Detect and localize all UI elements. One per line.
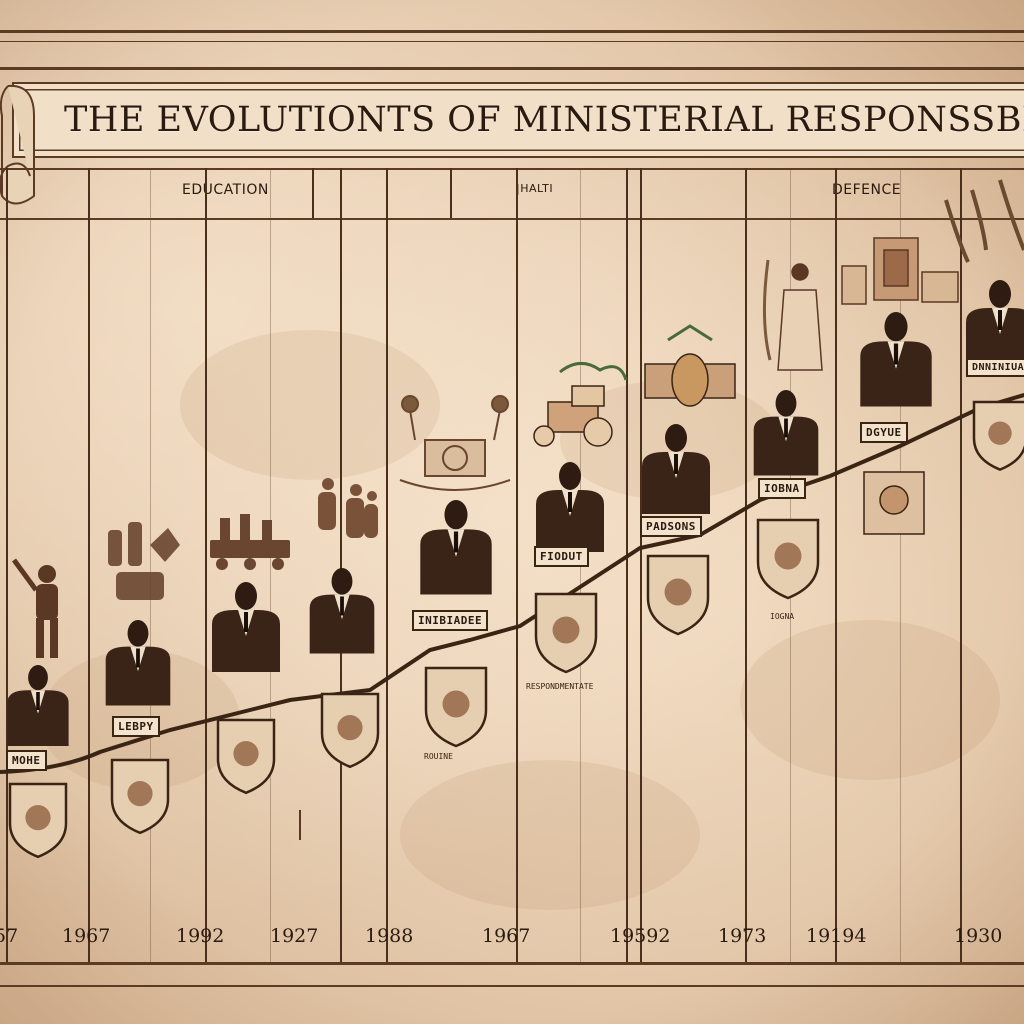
year-label: 19592 — [610, 925, 671, 947]
paper-stain — [740, 620, 1000, 780]
minister-figure-icon — [753, 390, 819, 476]
minister-label: DNNINIUA — [966, 358, 1024, 377]
artifacts-icon — [841, 179, 1024, 305]
timeline-gridline — [900, 168, 901, 962]
tractor-icon — [533, 362, 628, 447]
robed-figure-icon — [762, 259, 823, 371]
category-education: EDUCATION — [182, 182, 269, 198]
emblem-caption: IOGNA — [770, 612, 795, 621]
timeline-divider — [450, 168, 452, 218]
timeline-divider — [835, 168, 837, 962]
timeline-divider — [745, 168, 747, 962]
timeline-divider — [88, 168, 90, 962]
scroll-curl-icon — [0, 84, 35, 205]
minister-figure-icon — [309, 568, 375, 654]
title-banner: THE EVOLUTIONTS OF MINISTERIAL RESPONSSB… — [12, 82, 1024, 158]
minister-figure-icon — [860, 312, 932, 407]
shield-emblem-icon — [424, 666, 488, 748]
minister-figure-icon — [7, 665, 69, 746]
year-label: 1973 — [718, 925, 767, 947]
minister-figure-icon — [966, 280, 1024, 370]
year-label: 1967 — [62, 925, 111, 947]
child-figure-icon — [11, 558, 58, 658]
crest-icon — [644, 324, 736, 407]
emblem-caption: ROUINE — [424, 752, 453, 761]
year-label: 1927 — [270, 925, 319, 947]
year-label: 57 — [0, 925, 19, 947]
top-border — [0, 30, 1024, 70]
coat-of-arms-icon — [399, 395, 511, 491]
year-label: 1988 — [365, 925, 414, 947]
category-health: |HALTI — [516, 182, 554, 195]
emblem-caption: RESPONDMENTATE — [526, 682, 594, 691]
minister-label: MOHE — [6, 750, 47, 771]
minister-figure-icon — [212, 582, 280, 672]
shield-emblem-icon — [534, 592, 598, 674]
minister-label: IOBNA — [758, 478, 806, 499]
timeline-divider — [340, 168, 342, 962]
minister-label: DGYUE — [860, 422, 908, 443]
page-title: THE EVOLUTIONTS OF MINISTERIAL RESPONSSB… — [64, 100, 1024, 140]
shield-emblem-icon — [8, 782, 68, 859]
timeline-divider — [516, 168, 518, 962]
shield-emblem-icon — [756, 518, 820, 600]
timeline-gridline — [270, 168, 271, 962]
minister-label: FIODUT — [534, 546, 589, 567]
category-band — [0, 168, 1024, 220]
cart-icon — [210, 514, 290, 570]
minister-figure-icon — [105, 620, 171, 706]
year-label: 1967 — [482, 925, 531, 947]
timeline-divider — [6, 168, 8, 962]
paper-stain — [400, 760, 700, 910]
bottom-border — [0, 962, 1024, 987]
minister-figure-icon — [642, 424, 710, 514]
timeline-divider — [960, 168, 962, 962]
shield-emblem-icon — [646, 554, 710, 636]
minister-label: INIBIADEE — [412, 610, 489, 631]
shield-emblem-icon — [972, 400, 1024, 471]
shield-emblem-icon — [216, 718, 276, 795]
minister-figure-icon — [420, 500, 492, 595]
document-icon — [863, 471, 925, 535]
timeline-divider — [640, 168, 642, 962]
year-label: 1930 — [954, 925, 1003, 947]
timeline-divider — [626, 168, 628, 962]
shield-emblem-icon — [320, 692, 380, 769]
year-label: 1992 — [176, 925, 225, 947]
minister-label: LEBPY — [112, 716, 160, 737]
figure-group-icon — [108, 522, 180, 600]
timeline-divider — [205, 168, 207, 962]
timeline-divider — [312, 168, 314, 218]
minister-label: PADSONS — [640, 516, 702, 537]
minister-figure-icon — [536, 462, 604, 552]
shield-emblem-icon — [110, 758, 170, 835]
dancers-icon — [318, 478, 378, 538]
year-label: 19194 — [806, 925, 867, 947]
category-defence: DEFENCE — [832, 182, 902, 198]
timeline-divider — [386, 168, 388, 962]
paper-stain — [180, 330, 440, 480]
timeline-gridline — [150, 168, 151, 962]
